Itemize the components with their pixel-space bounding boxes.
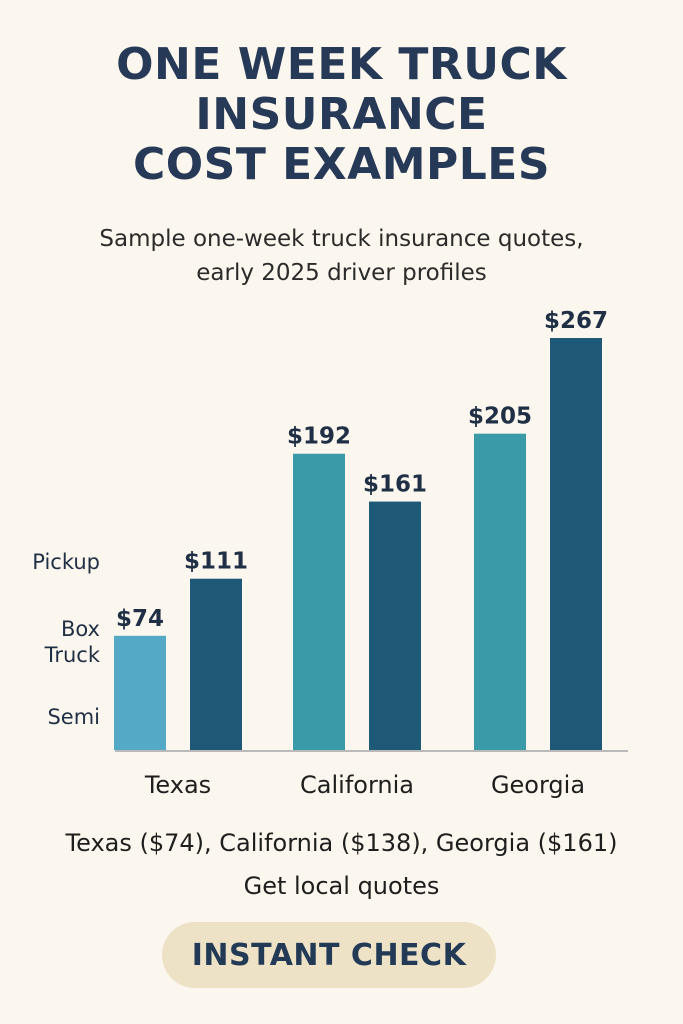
data-label-california-2: $161 [363, 472, 427, 498]
subtitle-line-1: Sample one-week truck insurance quotes, [99, 226, 584, 252]
title-line-1: ONE WEEK TRUCK [116, 39, 567, 90]
data-label-texas-2: $111 [184, 549, 248, 575]
category-label-georgia: Georgia [491, 771, 585, 799]
bar-texas-1 [114, 635, 166, 750]
bar-california-2 [369, 501, 421, 750]
data-label-texas-1: $74 [116, 606, 164, 632]
category-label-texas: Texas [144, 771, 211, 799]
side-label-1: Pickup [32, 550, 100, 574]
footer-summary: Texas ($74), California ($138), Georgia … [65, 829, 618, 857]
side-label-2: Box Truck [44, 617, 101, 667]
subtitle-line-2: early 2025 driver profiles [196, 260, 487, 286]
bar-texas-2 [190, 578, 242, 750]
data-label-california-1: $192 [287, 424, 351, 450]
chart-subtitle: Sample one-week truck insurance quotes, … [0, 222, 683, 290]
bar-georgia-1 [474, 433, 526, 750]
title-line-3: COST EXAMPLES [132, 139, 551, 190]
bar-chart: $74 $111 Texas $192 $161 California $205 $267 Ge… [32, 308, 628, 799]
category-label-california: California [300, 771, 414, 799]
chart-title: ONE WEEK TRUCK INSURANCE COST EXAMPLES [0, 40, 683, 190]
side-label-3: Semi [47, 705, 100, 729]
bar-california-1 [293, 453, 345, 750]
title-line-2: INSURANCE [195, 89, 488, 140]
data-label-georgia-2: $267 [544, 308, 608, 334]
instant-check-button[interactable]: INSTANT CHECK [162, 922, 496, 988]
footer-cta-text: Get local quotes [243, 872, 440, 900]
bar-georgia-2 [550, 338, 602, 750]
data-label-georgia-1: $205 [468, 404, 532, 430]
